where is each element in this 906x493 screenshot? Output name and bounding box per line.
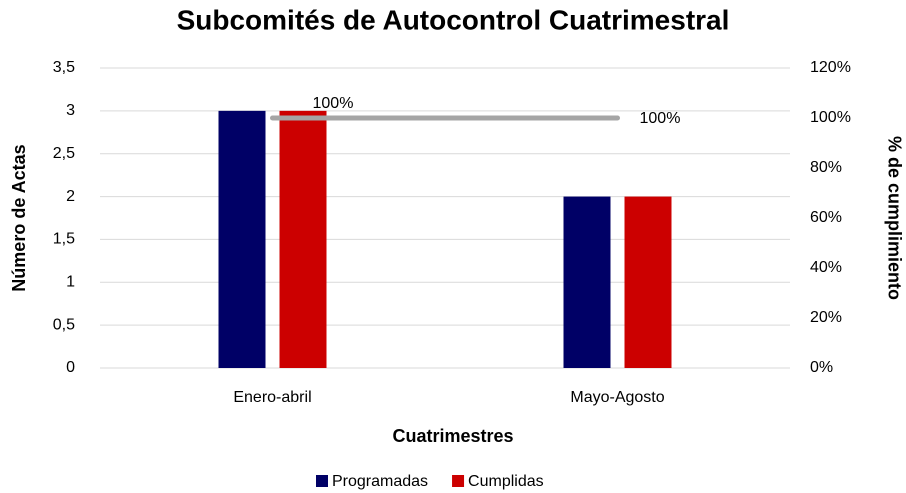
y-tick-label: 0: [66, 359, 75, 376]
y-tick-label: 3: [66, 102, 75, 119]
data-label: 100%: [640, 110, 681, 127]
y2-tick-label: 80%: [810, 159, 842, 176]
chart-title: Subcomités de Autocontrol Cuatrimestral: [177, 4, 730, 35]
y2-tick-label: 120%: [810, 59, 851, 76]
bar: [218, 110, 266, 368]
legend-label: Programadas: [332, 473, 428, 490]
data-label: 100%: [313, 95, 354, 112]
x-tick-label: Enero-abril: [233, 389, 311, 406]
legend-swatch: [452, 475, 465, 487]
y2-axis-label: % de cumplimiento: [884, 136, 904, 300]
y-tick-label: 1: [66, 274, 75, 291]
y-tick-label: 2: [66, 188, 75, 205]
bar: [624, 196, 672, 368]
x-axis-label: Cuatrimestres: [392, 426, 513, 446]
y-tick-label: 0,5: [53, 316, 75, 333]
y2-tick-label: 20%: [810, 309, 842, 326]
y-tick-label: 2,5: [53, 145, 75, 162]
y-tick-label: 1,5: [53, 231, 75, 248]
x-tick-label: Mayo-Agosto: [570, 389, 664, 406]
y-tick-label: 3,5: [53, 59, 75, 76]
y2-tick-label: 100%: [810, 109, 851, 126]
y2-tick-label: 60%: [810, 209, 842, 226]
bar: [279, 110, 327, 368]
legend-swatch: [316, 475, 328, 487]
bar: [563, 196, 611, 368]
y-axis-label: Número de Actas: [9, 144, 29, 291]
y2-tick-label: 40%: [810, 259, 842, 276]
legend-label: Cumplidas: [468, 473, 544, 490]
y2-tick-label: 0%: [810, 359, 833, 376]
